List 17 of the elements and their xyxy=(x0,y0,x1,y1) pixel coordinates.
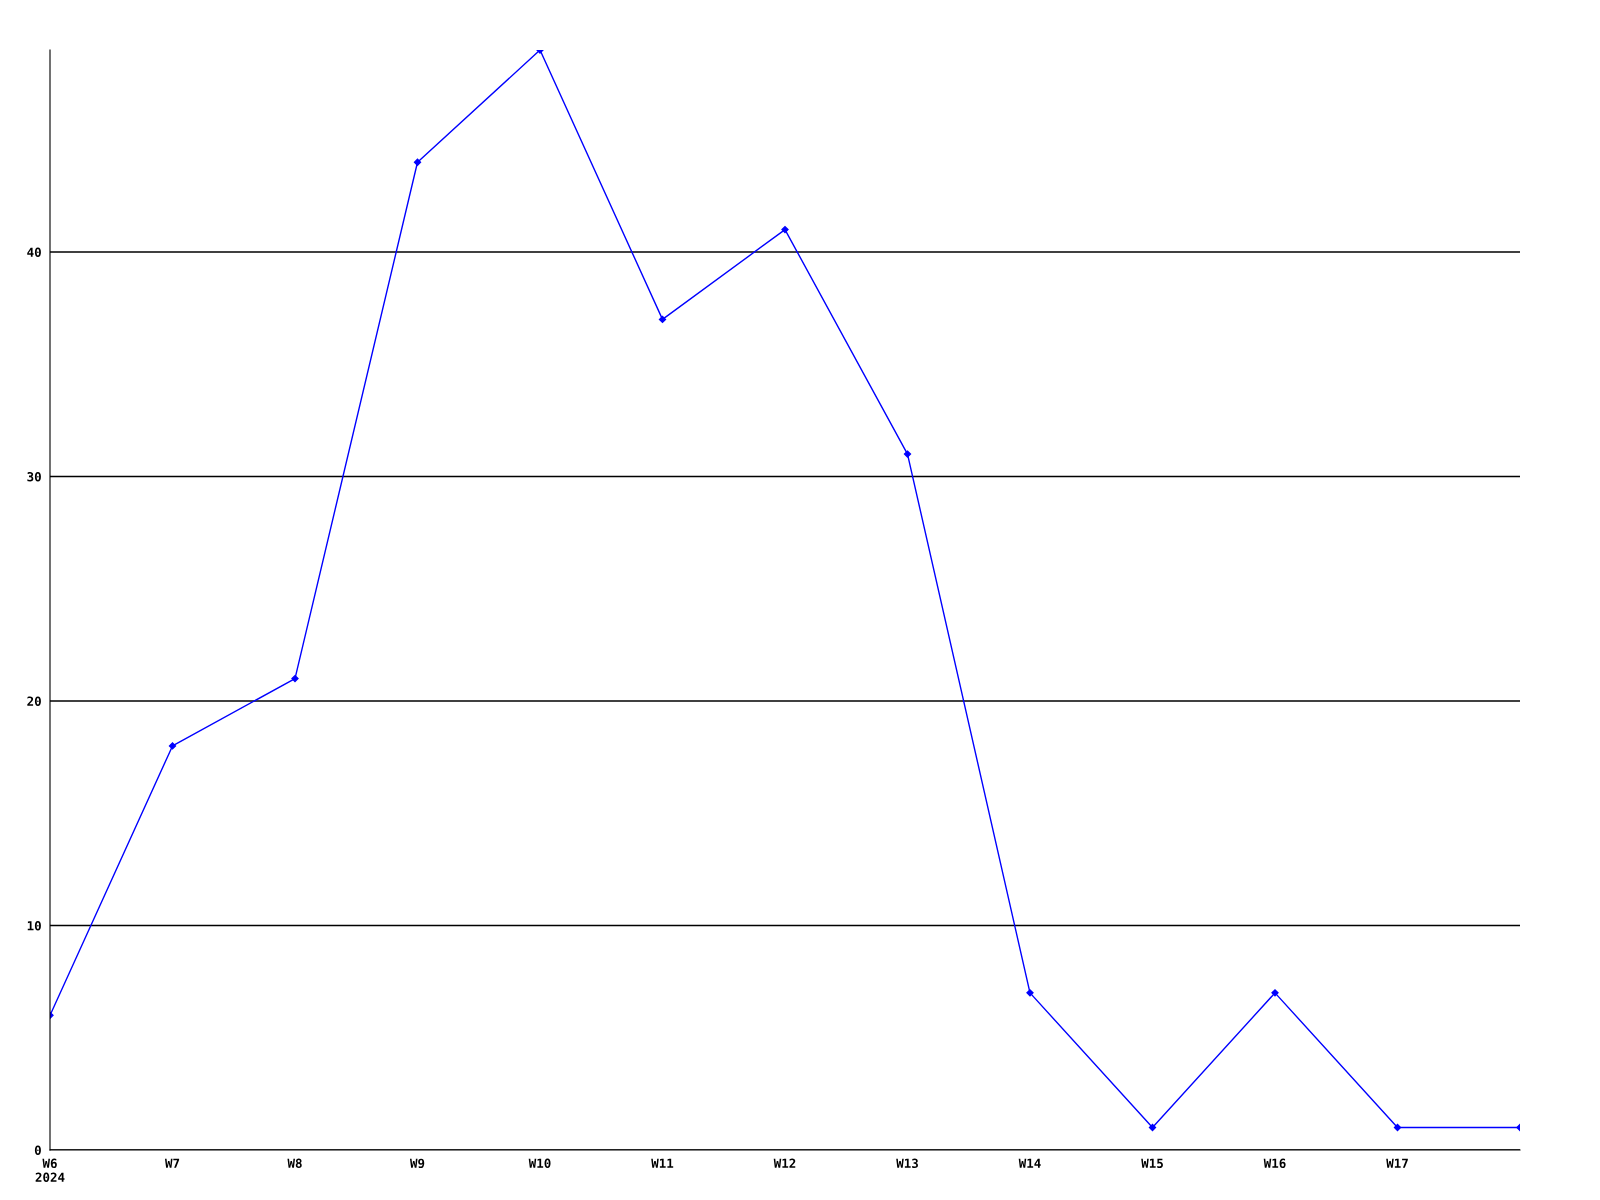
x-tick-label: W6 2024 xyxy=(35,1158,65,1183)
y-tick-label: 20 xyxy=(27,696,41,706)
x-tick-label: W8 xyxy=(287,1158,302,1169)
y-tick-label: 40 xyxy=(27,247,41,257)
y-tick-label: 0 xyxy=(34,1145,41,1155)
y-tick-label: 30 xyxy=(27,472,41,482)
x-tick-label: W11 xyxy=(651,1158,674,1168)
x-tick-label: W10 xyxy=(528,1158,551,1169)
x-tick-label: W17 xyxy=(1386,1158,1408,1168)
y-tick-label: 10 xyxy=(27,920,41,931)
x-tick-label: W14 xyxy=(1018,1158,1041,1168)
x-tick-label: W15 xyxy=(1141,1158,1163,1169)
x-tick-label: W9 xyxy=(409,1158,425,1169)
x-tick-label: W7 xyxy=(164,1158,180,1168)
x-tick-label: W12 xyxy=(773,1158,796,1168)
x-tick-label: W13 xyxy=(896,1158,918,1169)
x-tick-label: W16 xyxy=(1263,1158,1286,1169)
